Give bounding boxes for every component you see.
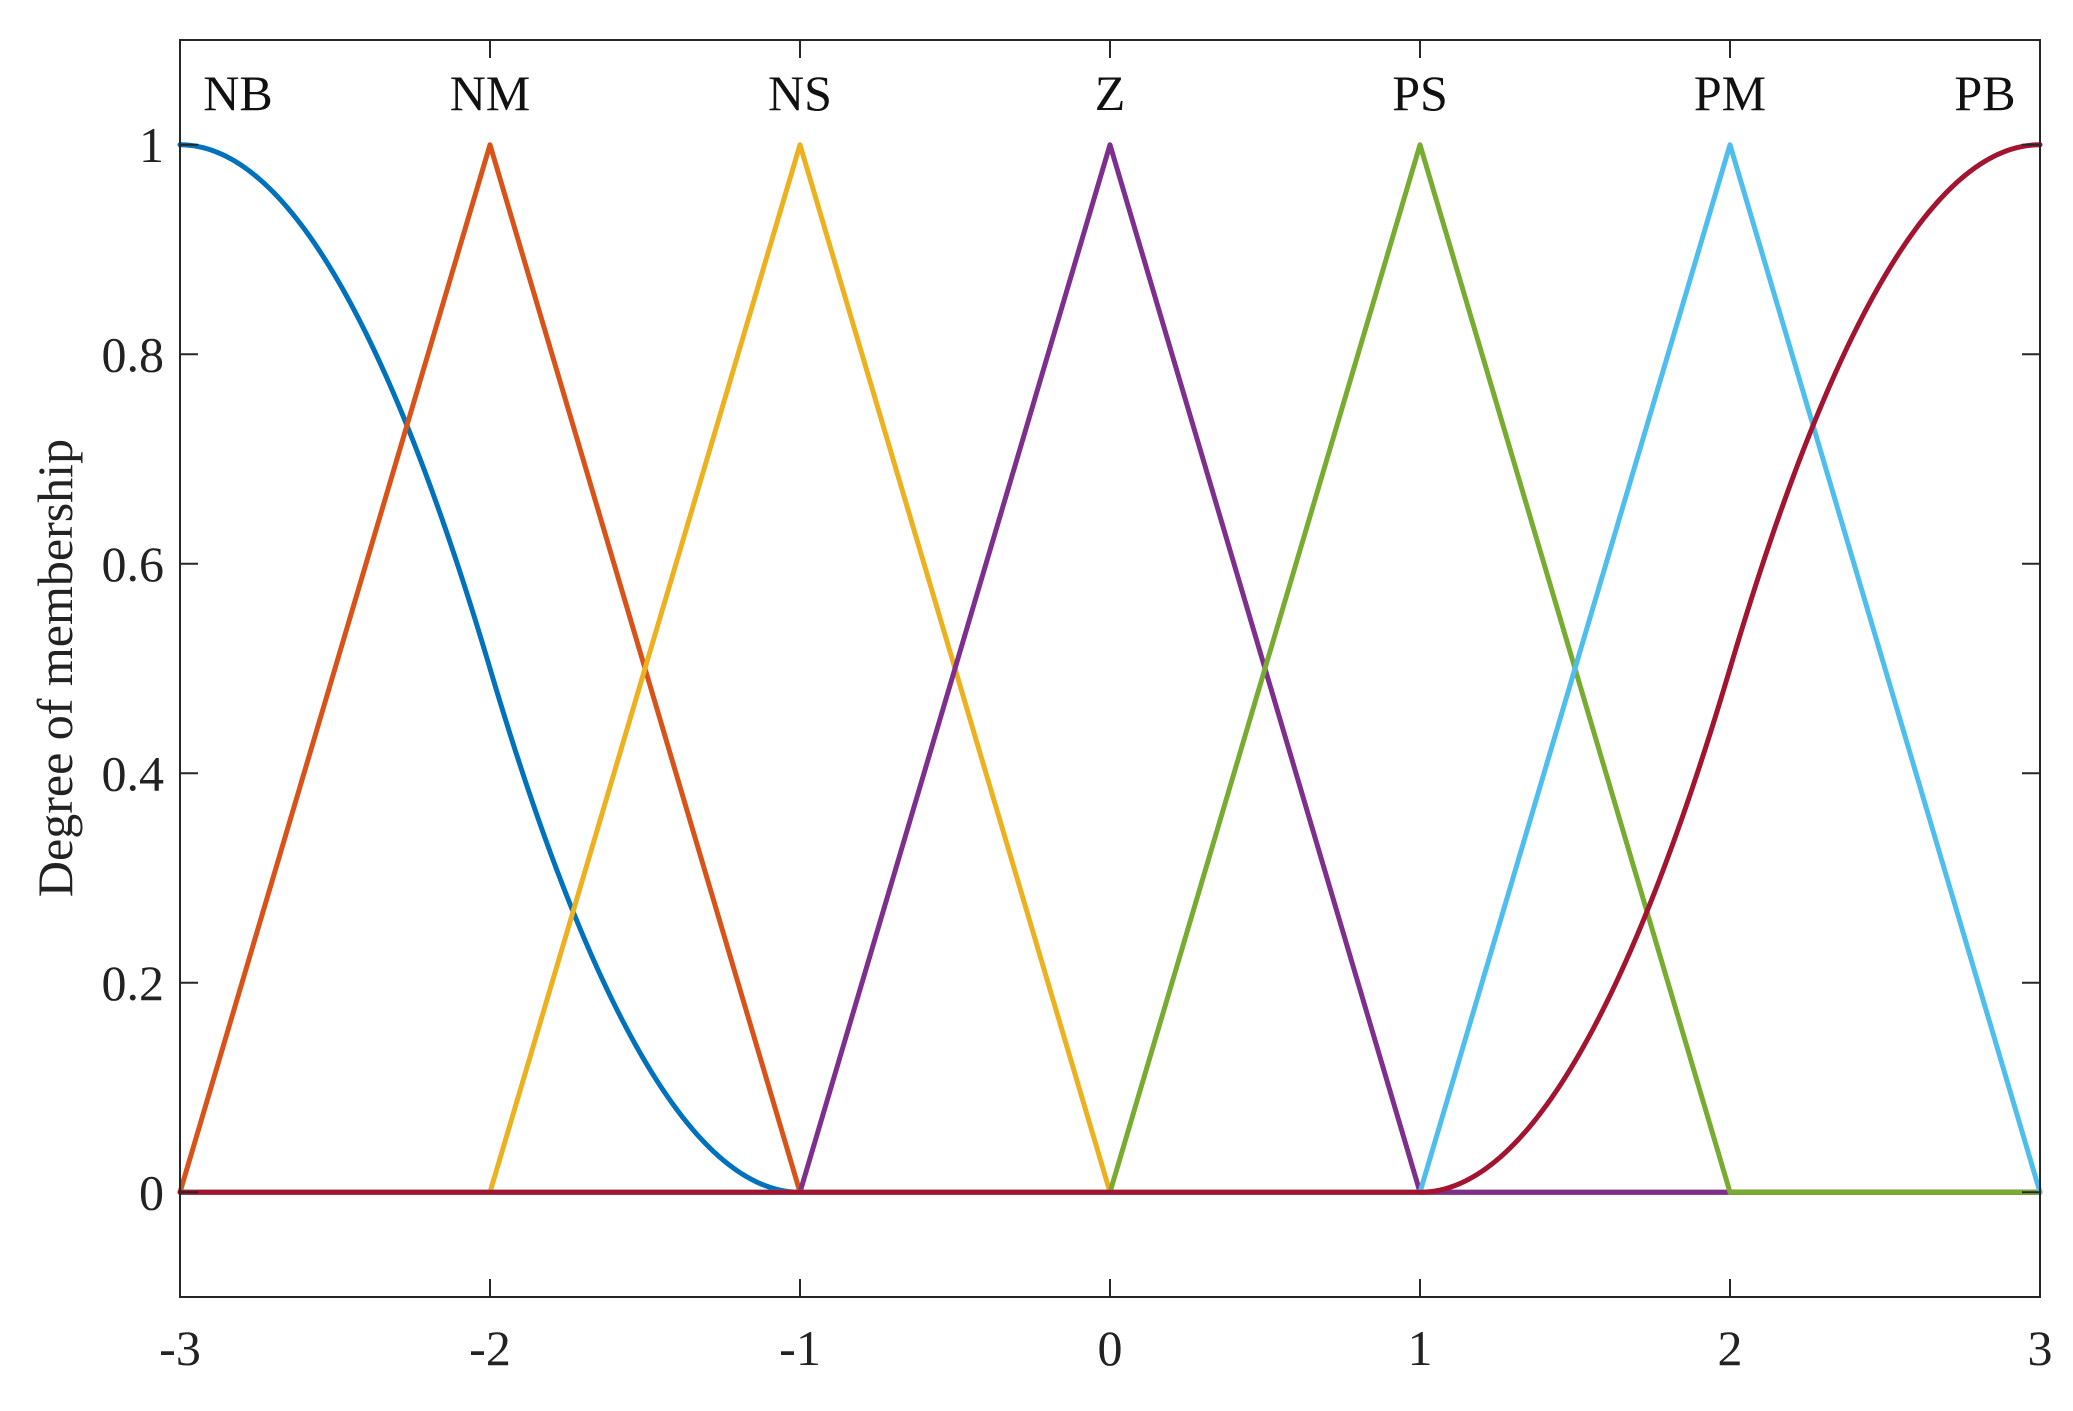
- plot-frame: [179, 39, 2041, 1298]
- series-line-nb: [177, 142, 2043, 1195]
- series-line-pb: [177, 142, 2043, 1195]
- series-line-ps: [177, 142, 2043, 1195]
- ticks-layer: -3 -2 -1 0 1 2 3 0 0.2 0.4 0.6 0.8 1: [102, 40, 2053, 1376]
- series-line-z: [177, 142, 2043, 1195]
- y-tick-label: 0.4: [102, 745, 165, 801]
- x-tick-label: -2: [469, 1320, 511, 1376]
- series-label-nb: NB: [203, 65, 272, 121]
- x-tick-label: 2: [1718, 1320, 1743, 1376]
- series-label-nm: NM: [450, 65, 531, 121]
- y-tick-label: 0.2: [102, 955, 165, 1011]
- series-label-ps: PS: [1392, 65, 1448, 121]
- series-label-ns: NS: [768, 65, 832, 121]
- x-tick-label: 0: [1098, 1320, 1123, 1376]
- x-tick-label: -3: [159, 1320, 201, 1376]
- x-tick-label: 3: [2028, 1320, 2053, 1376]
- series-label-z: Z: [1095, 65, 1126, 121]
- y-tick-label: 1: [139, 117, 164, 173]
- series-layer: [177, 142, 2043, 1195]
- series-label-pb: PB: [1954, 65, 2015, 121]
- y-axis-title: Degree of membership: [27, 439, 83, 897]
- x-tick-label: 1: [1408, 1320, 1433, 1376]
- series-line-pm: [177, 142, 2043, 1195]
- series-label-pm: PM: [1694, 65, 1766, 121]
- labels-layer: NB NM NS Z PS PM PB: [203, 65, 2015, 121]
- y-tick-label: 0: [139, 1164, 164, 1220]
- series-line-nm: [177, 142, 2043, 1195]
- series-line-ns: [177, 142, 2043, 1195]
- y-tick-label: 0.6: [102, 536, 165, 592]
- y-tick-label: 0.8: [102, 326, 165, 382]
- x-tick-label: -1: [779, 1320, 821, 1376]
